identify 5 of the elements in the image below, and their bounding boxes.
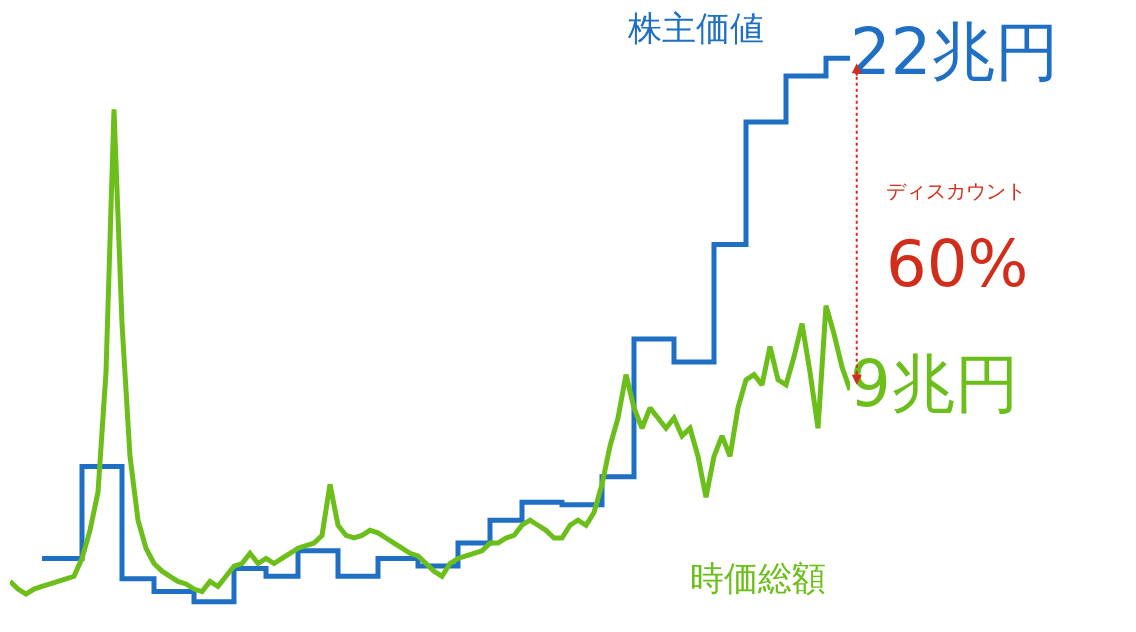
text: 60% [886,227,1029,301]
series-label: 株主価値 [627,8,764,48]
data-label: 22兆円 [850,15,1060,90]
text: ディスカウント [886,179,1026,203]
series-label: 時価総額 [690,558,826,598]
